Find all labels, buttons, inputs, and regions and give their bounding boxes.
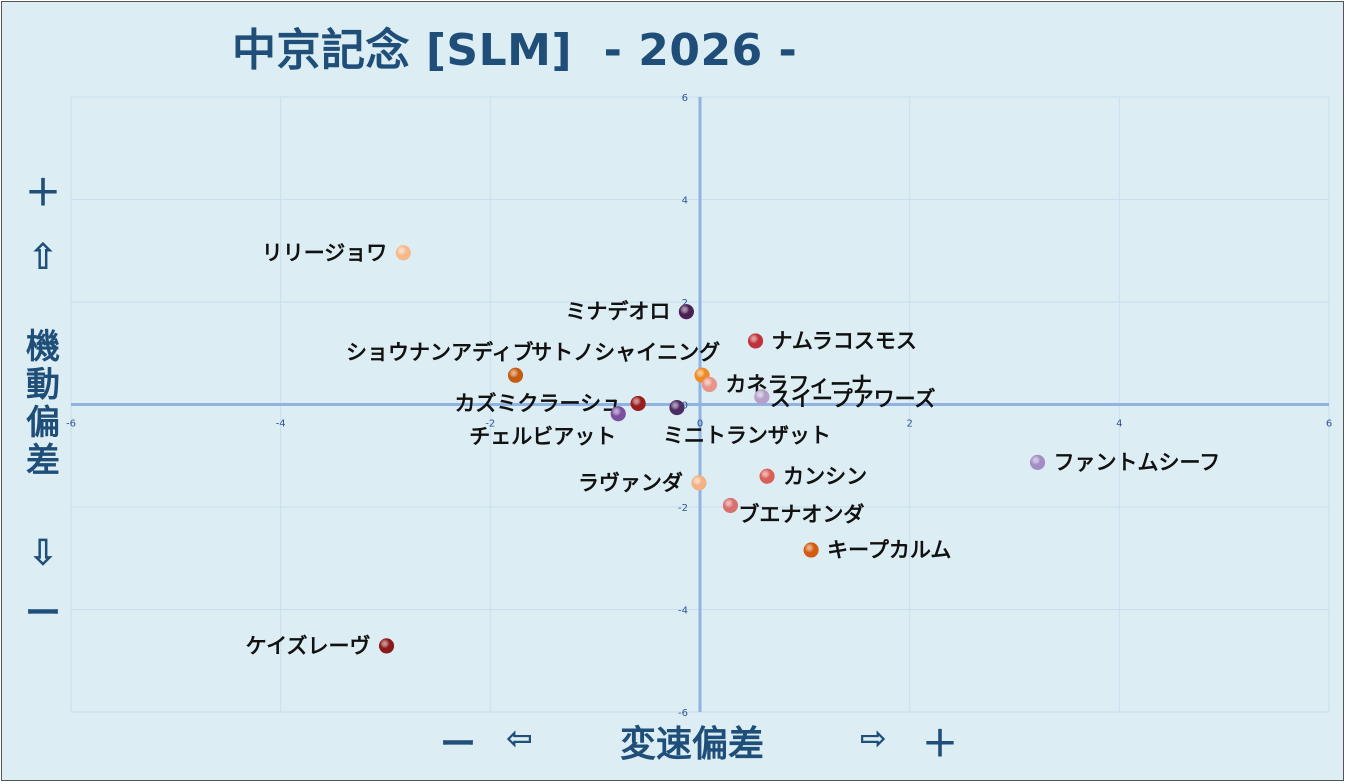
data-point-label: チェルビアット	[469, 425, 616, 449]
data-point-shade	[610, 406, 626, 422]
y-minus-sign: ー	[24, 593, 61, 634]
y-down-arrow-icon: ⇩	[27, 533, 59, 574]
data-point-label: ケイズレーヴ	[246, 634, 371, 658]
data-point-label: ミナデオロ	[565, 300, 670, 324]
data-point-label: ラヴァンダ	[578, 471, 683, 495]
y-axis-title: 機動偏差	[26, 327, 60, 481]
data-point-label: ナムラコスモス	[772, 329, 917, 353]
y-up-arrow-icon: ⇧	[27, 237, 59, 278]
y-tick-label: -6	[678, 708, 688, 719]
y-axis-title-wrap: 機動偏差	[8, 328, 78, 480]
data-point-label: サトノシャイニング	[531, 340, 720, 364]
data-point-shade	[754, 389, 770, 405]
data-point-shade	[803, 542, 819, 558]
data-point-label: ミニトランザット	[663, 424, 831, 448]
x-tick-label: -2	[485, 419, 495, 430]
data-point-label: キープカルム	[827, 538, 951, 562]
data-point-shade	[722, 497, 738, 513]
x-tick-label: -4	[276, 419, 286, 430]
data-point-label: ファントムシーフ	[1054, 450, 1221, 474]
data-point-shade	[759, 468, 775, 484]
x-tick-label: 2	[906, 419, 912, 430]
x-tick-label: 6	[1326, 419, 1332, 430]
data-point-label: ブエナオンダ	[738, 502, 864, 526]
y-plus-sign: ＋	[24, 173, 61, 214]
y-tick-label: 4	[682, 196, 688, 207]
chart-title: 中京記念 [SLM] - 2026 -	[232, 25, 798, 76]
data-point-shade	[669, 400, 685, 416]
x-left-arrow-icon: ⇦	[506, 719, 533, 757]
y-tick-label: -2	[678, 503, 688, 514]
data-point-shade	[748, 333, 764, 349]
x-tick-label: 0	[697, 419, 703, 430]
y-tick-label: 2	[682, 298, 688, 309]
data-point-shade	[678, 304, 694, 320]
data-point-shade	[701, 377, 717, 393]
y-tick-label: 0	[682, 401, 688, 412]
data-point-label: リリージョワ	[262, 241, 388, 265]
y-tick-label: -4	[678, 606, 688, 617]
x-tick-label: 4	[1116, 419, 1122, 430]
x-axis-title: 変速偏差	[620, 724, 765, 765]
x-minus-sign: ー	[440, 724, 477, 765]
data-point-shade	[395, 245, 411, 261]
data-point-label: カネラフィーナ	[725, 373, 872, 397]
data-point-label: カズミクラーシュ	[455, 391, 623, 415]
x-tick-label: -6	[66, 419, 76, 430]
y-tick-label: 6	[682, 93, 688, 104]
data-point-shade	[379, 638, 395, 654]
data-point-shade	[1030, 454, 1046, 470]
data-point-shade	[630, 395, 646, 411]
data-point-label: カンシン	[783, 464, 867, 488]
x-plus-sign: ＋	[922, 724, 959, 765]
data-point-label: スイープアワーズ	[770, 387, 936, 411]
data-point-shade	[507, 367, 523, 383]
data-point-shade	[691, 475, 707, 491]
data-point-label: ショウナンアディブ	[346, 340, 534, 364]
x-right-arrow-icon: ⇨	[860, 719, 887, 757]
